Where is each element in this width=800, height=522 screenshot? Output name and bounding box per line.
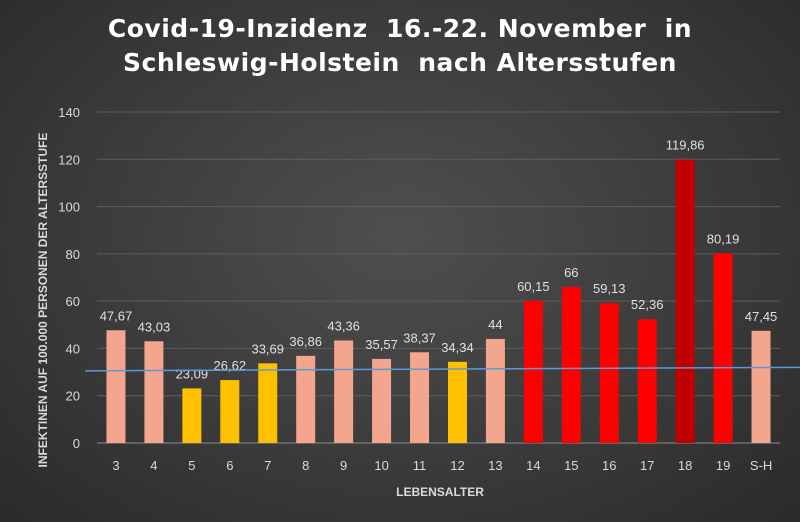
bar [485, 338, 505, 443]
data-label: 66 [564, 265, 578, 280]
x-tick-label: 19 [716, 458, 730, 473]
bar [106, 330, 126, 443]
data-label: 38,37 [403, 330, 436, 345]
data-label: 60,15 [517, 279, 550, 294]
x-tick-label: 17 [640, 458, 654, 473]
x-tick-label: 7 [264, 458, 271, 473]
reference-line [84, 366, 800, 372]
x-tick-label: 13 [488, 458, 502, 473]
x-tick-label: 5 [188, 458, 195, 473]
x-tick-label: 18 [678, 458, 692, 473]
data-label: 119,86 [666, 138, 705, 153]
bar [713, 253, 733, 443]
bar [144, 341, 164, 443]
y-tick-label: 60 [66, 294, 80, 309]
chart-title: Covid-19-Inzidenz 16.-22. November in Sc… [0, 12, 800, 80]
x-tick-label: 4 [150, 458, 157, 473]
data-label: 36,86 [289, 334, 322, 349]
bar [220, 380, 240, 443]
data-label: 52,36 [631, 297, 664, 312]
x-tick-label: 11 [413, 458, 427, 473]
x-tick-label: 3 [112, 458, 119, 473]
x-tick-label: 16 [602, 458, 616, 473]
x-tick-label: 10 [374, 458, 388, 473]
data-label: 26,62 [214, 358, 247, 373]
bar [523, 300, 543, 443]
y-tick-label: 0 [73, 436, 80, 451]
x-axis-label: LEBENSALTER [396, 485, 484, 499]
x-tick-label: 15 [564, 458, 578, 473]
data-label: 47,67 [100, 308, 133, 323]
data-label: 43,36 [327, 318, 360, 333]
x-tick-label: 8 [302, 458, 309, 473]
bar [410, 352, 430, 443]
gridlines [97, 111, 780, 444]
data-label: 33,69 [251, 341, 284, 356]
x-tick-label: S-H [750, 458, 772, 473]
y-tick-label: 40 [66, 341, 80, 356]
bar [675, 159, 695, 444]
chart-title-line-2: Schleswig-Holstein nach Altersstufen [123, 48, 677, 77]
y-tick-label: 80 [66, 247, 80, 262]
data-label: 23,09 [176, 366, 209, 381]
bar [372, 358, 392, 443]
x-tick-label: 6 [226, 458, 233, 473]
x-tick-label: 14 [526, 458, 540, 473]
x-axis-ticks: 3 4 5 6 7 8 9 10 11 12 13 14 15 16 17 18 19 S-H [112, 458, 772, 473]
bar [296, 355, 316, 443]
bar [637, 319, 657, 443]
data-label: 34,34 [441, 340, 474, 355]
x-tick-label: 12 [450, 458, 464, 473]
data-label: 47,45 [745, 309, 778, 324]
bar [599, 303, 619, 443]
chart-title-line-1: Covid-19-Inzidenz 16.-22. November in [107, 14, 693, 43]
y-axis-label: INFEKTINEN AUF 100.000 PERSONEN DER ALTE… [36, 133, 50, 468]
data-label: 35,57 [365, 337, 398, 352]
data-label: 80,19 [707, 231, 740, 246]
data-labels: 47,67 43,03 23,09 26,62 33,69 36,86 43,36 35,57… [100, 138, 778, 382]
data-label: 59,13 [593, 281, 626, 296]
bar [447, 361, 467, 443]
y-axis-ticks: 0 20 40 60 80 100 120 140 [58, 105, 80, 451]
y-tick-label: 120 [58, 152, 80, 167]
x-tick-label: 9 [340, 458, 347, 473]
y-tick-label: 20 [66, 389, 80, 404]
data-label: 44 [488, 317, 502, 332]
bar [334, 340, 354, 443]
data-label: 43,03 [138, 319, 171, 334]
bar [751, 330, 771, 443]
bar [561, 286, 581, 443]
bar [182, 388, 202, 443]
y-tick-label: 100 [58, 200, 80, 215]
bars [106, 159, 771, 444]
bar [258, 363, 278, 443]
y-tick-label: 140 [58, 105, 80, 120]
